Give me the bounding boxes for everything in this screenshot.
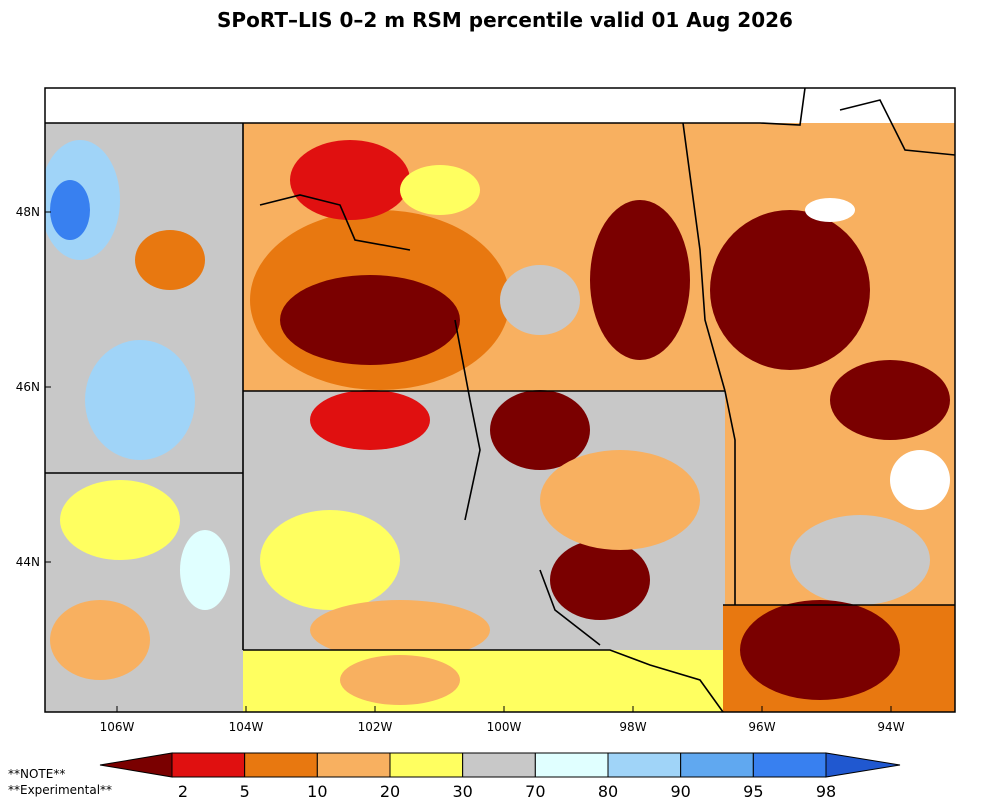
map-frame: [44, 87, 956, 713]
colorbar: 2 5 10 20 30 70 80 90 95 98: [99, 752, 901, 800]
title: SPoRT–LIS 0–2 m RSM percentile valid 01 …: [217, 8, 793, 32]
colorbar-label: 95: [743, 782, 763, 800]
lat-label: 48N: [16, 205, 40, 219]
colorbar-box: [607, 752, 682, 778]
colorbar-low: [99, 752, 173, 778]
colorbar-box: [680, 752, 754, 778]
lon-label: 106W: [100, 720, 135, 734]
colorbar-box: [534, 752, 609, 778]
lon-labels: 106W 104W 102W 100W 98W 96W 94W: [100, 706, 905, 734]
colorbar-label: 10: [307, 782, 327, 800]
colorbar-box: [316, 752, 391, 778]
lon-label: 102W: [358, 720, 393, 734]
colorbar-label: 30: [452, 782, 472, 800]
colorbar-label: 2: [178, 782, 188, 800]
colorbar-box: [244, 752, 318, 778]
map-field: [45, 88, 955, 712]
colorbar-label: 20: [380, 782, 400, 800]
colorbar-high: [825, 752, 901, 778]
colorbar-label: 70: [525, 782, 545, 800]
colorbar-box: [752, 752, 827, 778]
colorbar-label: 5: [240, 782, 250, 800]
colorbar-box: [171, 752, 246, 778]
note: **Experimental**: [8, 783, 112, 797]
colorbar-label: 80: [598, 782, 618, 800]
colorbar-label: 90: [670, 782, 690, 800]
lon-label: 100W: [487, 720, 522, 734]
lon-label: 104W: [229, 720, 264, 734]
lon-label: 94W: [877, 720, 904, 734]
lon-label: 98W: [619, 720, 646, 734]
lat-labels: 48N 46N 44N: [16, 205, 51, 569]
lat-label: 46N: [16, 380, 40, 394]
lon-label: 96W: [748, 720, 775, 734]
lat-label: 44N: [16, 555, 40, 569]
colorbar-box: [462, 752, 536, 778]
colorbar-label: 98: [816, 782, 836, 800]
colorbar-box: [389, 752, 464, 778]
note: **NOTE**: [8, 767, 65, 781]
